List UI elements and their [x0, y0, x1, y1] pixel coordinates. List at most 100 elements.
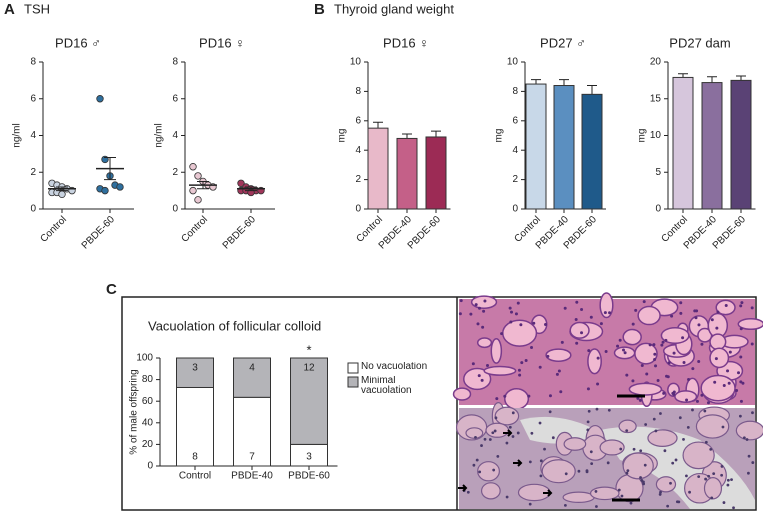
nucleus: [640, 479, 644, 482]
nucleus: [703, 409, 707, 413]
chart-title: PD27 ♂: [540, 35, 586, 50]
nucleus: [511, 435, 515, 438]
nucleus: [640, 363, 644, 367]
nucleus: [642, 482, 646, 486]
nucleus: [472, 463, 476, 467]
nucleus: [632, 447, 636, 451]
nucleus: [742, 436, 746, 440]
nucleus: [589, 450, 593, 454]
nucleus: [475, 458, 479, 462]
follicle: [709, 347, 730, 369]
chart-title: PD16 ♂: [55, 35, 101, 50]
y-tick-label: 80: [142, 374, 154, 385]
nucleus: [653, 352, 657, 356]
sem-bar: [104, 157, 116, 181]
nucleus: [694, 316, 698, 320]
nucleus: [670, 314, 674, 318]
nucleus: [747, 454, 751, 458]
nucleus: [494, 416, 498, 420]
follicle: [569, 321, 590, 339]
nucleus: [530, 345, 534, 349]
follicle: [452, 387, 472, 401]
nucleus: [595, 407, 599, 411]
nucleus: [726, 483, 730, 487]
error-bar: [531, 79, 541, 85]
nucleus: [574, 318, 578, 322]
bar: [367, 127, 389, 210]
follicle: [737, 317, 763, 331]
nucleus: [508, 425, 512, 429]
nucleus: [458, 312, 462, 316]
nucleus: [745, 438, 749, 441]
nucleus: [671, 461, 675, 465]
error-bar: [559, 79, 569, 86]
nucleus: [520, 361, 524, 365]
nucleus: [644, 423, 648, 426]
y-tick-label: 6: [512, 115, 518, 126]
y-tick-label: 6: [355, 115, 361, 126]
follicle: [700, 374, 736, 402]
y-tick-label: 8: [172, 57, 178, 68]
data-point: [116, 183, 124, 191]
nucleus: [721, 425, 725, 429]
count-label: 12: [303, 363, 315, 374]
panel-title: Thyroid gland weight: [334, 1, 454, 16]
follicle: [599, 439, 625, 456]
data-point: [96, 95, 104, 103]
nucleus: [517, 368, 521, 372]
bar: [525, 83, 547, 210]
follicle: [477, 461, 500, 482]
bar: [730, 79, 752, 210]
nucleus: [732, 506, 735, 510]
error-bar: [373, 121, 383, 129]
nucleus: [623, 351, 627, 355]
nucleus: [555, 372, 559, 376]
nucleus: [587, 349, 591, 353]
count-label: 3: [192, 363, 198, 374]
nucleus: [726, 369, 730, 373]
y-tick-label: 15: [650, 93, 662, 104]
nucleus: [607, 408, 611, 412]
follicle: [494, 406, 520, 426]
nucleus: [476, 322, 480, 326]
follicle: [674, 390, 698, 404]
nucleus: [751, 461, 755, 464]
nucleus: [551, 436, 555, 440]
y-axis-label: mg: [337, 129, 348, 143]
nucleus: [478, 470, 482, 474]
nucleus: [653, 358, 657, 362]
bar: [701, 82, 723, 210]
nucleus: [528, 502, 532, 506]
nucleus: [604, 349, 608, 353]
y-tick-label: 6: [30, 93, 36, 104]
nucleus: [660, 343, 664, 347]
nucleus: [480, 444, 483, 447]
y-tick-label: 6: [172, 93, 178, 104]
follicle: [463, 367, 492, 391]
y-tick-label: 10: [650, 130, 662, 141]
nucleus: [586, 387, 590, 391]
y-tick-label: 2: [30, 167, 36, 178]
follicle: [485, 422, 510, 438]
nucleus: [474, 303, 478, 307]
error-bar: [587, 85, 597, 95]
data-point: [194, 172, 202, 180]
nucleus: [548, 410, 552, 414]
bar-segment: [233, 357, 271, 398]
bar: [672, 76, 694, 210]
nucleus: [697, 323, 701, 327]
nucleus: [469, 312, 473, 316]
nucleus: [563, 306, 567, 310]
nucleus: [691, 408, 694, 412]
chart-title: PD16 ♀: [383, 35, 429, 50]
follicle: [589, 486, 620, 501]
y-axis-label: % of male offspring: [129, 369, 140, 454]
nucleus: [747, 471, 750, 475]
nucleus: [483, 437, 487, 441]
nucleus: [662, 391, 666, 395]
nucleus: [599, 322, 603, 326]
nucleus: [546, 354, 550, 358]
nucleus: [577, 469, 581, 473]
y-tick-label: 2: [172, 167, 178, 178]
nucleus: [496, 454, 500, 458]
